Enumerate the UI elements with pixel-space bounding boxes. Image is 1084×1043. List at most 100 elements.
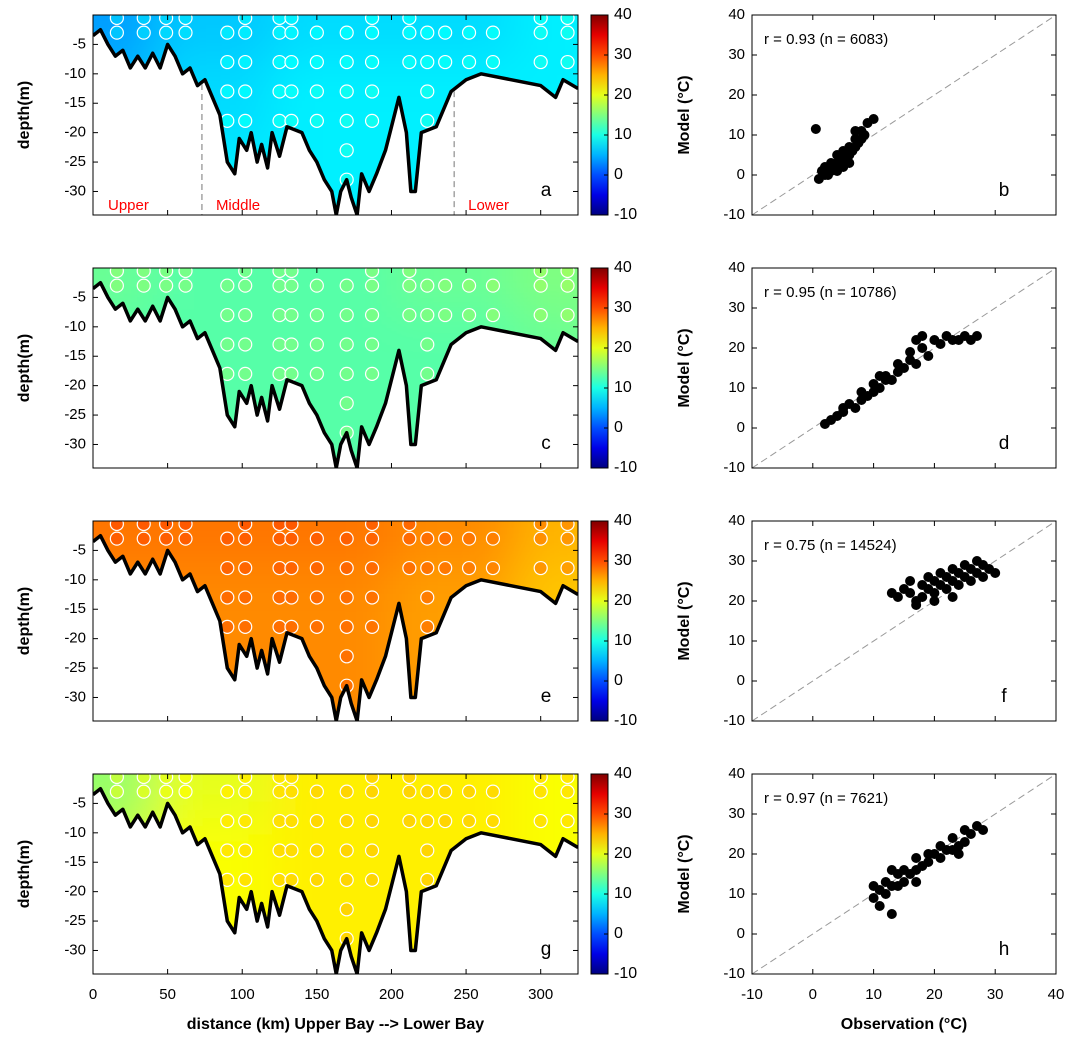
station — [238, 560, 253, 576]
station — [272, 366, 287, 381]
station — [461, 25, 477, 40]
station — [402, 25, 417, 40]
station — [420, 307, 435, 323]
y-tick-label: -15 — [64, 853, 86, 870]
station — [461, 813, 477, 829]
point — [850, 126, 861, 136]
station — [272, 619, 287, 634]
y-axis-label: depth(m) — [16, 334, 33, 402]
colorbar — [590, 520, 609, 722]
station — [339, 590, 354, 605]
station — [560, 15, 575, 26]
station — [159, 521, 174, 532]
station — [309, 560, 324, 576]
field-cell — [272, 774, 392, 819]
panel-label: c — [541, 433, 551, 454]
y-tick-label: -15 — [64, 347, 86, 364]
station — [420, 54, 435, 70]
point — [953, 849, 964, 859]
axes-frame — [92, 267, 579, 469]
station — [438, 813, 453, 829]
x-tick-label: 30 — [987, 986, 1004, 1003]
station — [485, 25, 501, 40]
point — [929, 596, 940, 606]
annotation: r = 0.75 (n = 14524) — [764, 537, 897, 554]
station — [159, 774, 174, 785]
station — [364, 268, 380, 279]
station — [402, 560, 417, 576]
station — [284, 15, 299, 26]
y-tick-label: -20 — [64, 377, 86, 394]
x-tick-label: 200 — [379, 986, 404, 1003]
station — [238, 54, 253, 70]
y-tick-label: -10 — [64, 571, 86, 588]
station — [238, 521, 253, 532]
point — [859, 130, 870, 140]
y-tick-label: -15 — [64, 600, 86, 617]
field — [93, 268, 578, 468]
point — [874, 901, 885, 911]
point — [810, 124, 821, 134]
y-tick-label: -5 — [73, 288, 86, 305]
station — [109, 774, 124, 785]
station — [420, 784, 435, 799]
station — [364, 25, 380, 40]
station — [364, 843, 380, 858]
colorbar — [590, 773, 609, 975]
station — [238, 15, 253, 26]
station — [533, 307, 548, 323]
station — [136, 784, 151, 799]
station — [272, 843, 287, 858]
station — [438, 531, 453, 546]
station — [364, 619, 380, 634]
point — [823, 170, 833, 180]
station — [178, 521, 193, 532]
station — [220, 84, 235, 99]
station — [560, 278, 575, 293]
point — [868, 893, 879, 903]
station — [364, 560, 380, 576]
y-tick-label: 0 — [737, 419, 745, 436]
station — [420, 560, 435, 576]
field — [93, 521, 578, 721]
y-axis-label: depth(m) — [16, 587, 33, 655]
point — [917, 592, 928, 602]
station — [420, 366, 435, 381]
point — [892, 592, 903, 602]
x-tick-label: 300 — [528, 986, 553, 1003]
station — [420, 84, 435, 99]
station — [438, 278, 453, 293]
x-tick-label: 100 — [230, 986, 255, 1003]
station — [339, 649, 354, 664]
colorbar — [590, 14, 609, 216]
station — [272, 590, 287, 605]
station — [364, 337, 380, 352]
x-tick-label: 10 — [865, 986, 882, 1003]
axes-frame — [92, 773, 579, 975]
station — [309, 366, 324, 381]
station — [178, 268, 193, 279]
y-tick-label: 10 — [728, 632, 745, 649]
station — [309, 843, 324, 858]
y-tick-label: -20 — [64, 124, 86, 141]
point — [911, 600, 922, 610]
y-tick-label: 40 — [728, 765, 745, 782]
station — [533, 278, 548, 293]
point — [953, 580, 964, 590]
x-tick-label: 0 — [89, 986, 97, 1003]
station — [339, 813, 354, 829]
point — [905, 576, 916, 586]
y-axis-label: Model (°C) — [676, 75, 693, 154]
station — [238, 774, 253, 785]
y-tick-label: -30 — [64, 688, 86, 705]
point — [880, 889, 891, 899]
axes-frame — [751, 520, 1057, 722]
point — [905, 347, 916, 357]
station — [364, 307, 380, 323]
station — [159, 278, 174, 293]
station — [272, 84, 287, 99]
point — [965, 576, 976, 586]
field-cell — [152, 774, 273, 819]
colorbar-tick-label: 20 — [614, 592, 632, 609]
